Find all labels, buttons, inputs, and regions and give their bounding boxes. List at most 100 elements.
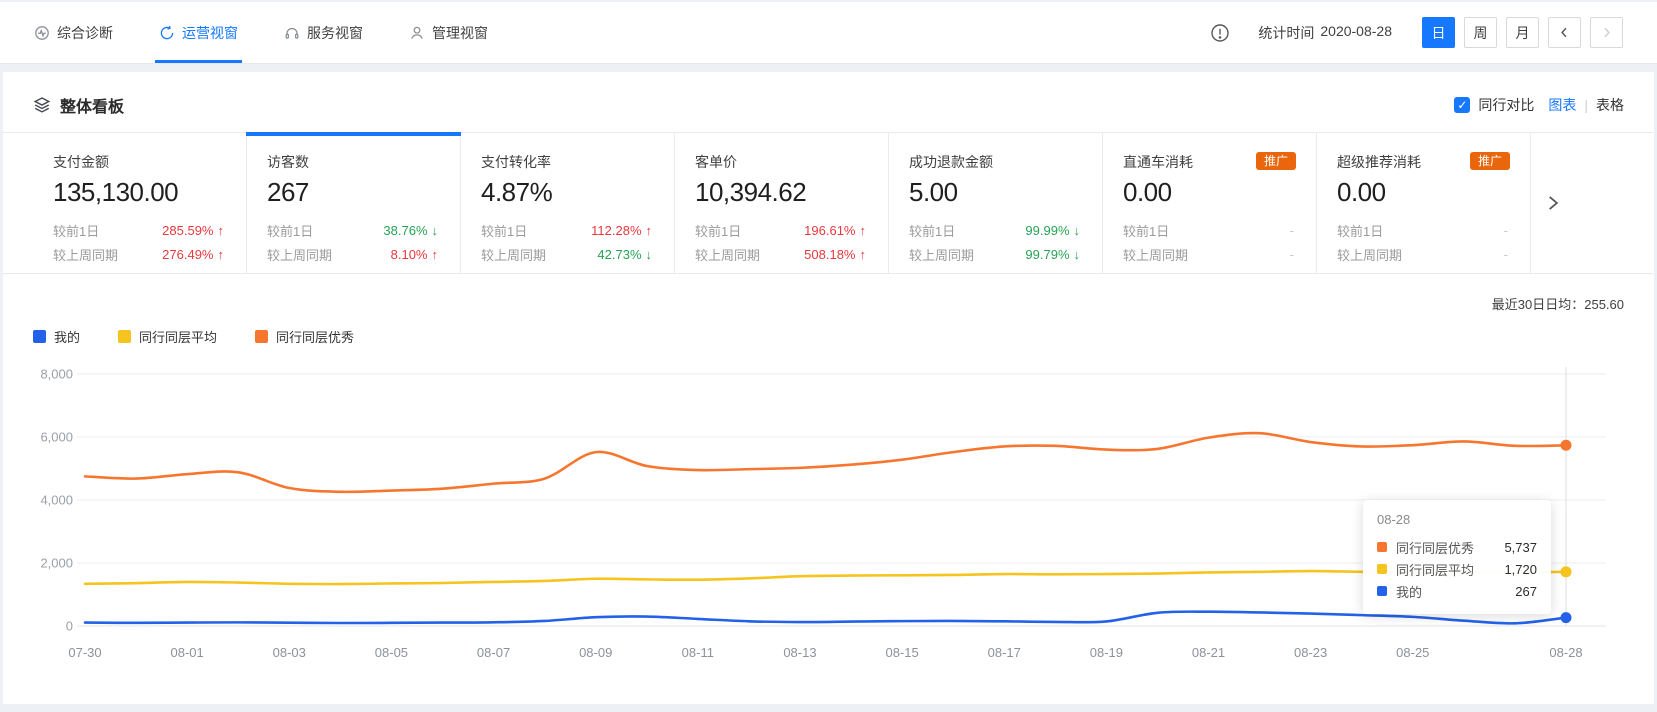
trend-chart-section: 最近30日日均：255.60 我的 同行同层平均 同行同层优秀 0 2,000 4,…: [3, 274, 1654, 667]
view-divider: |: [1584, 97, 1588, 113]
tooltip-series-name: 我的: [1396, 584, 1423, 600]
compare-label: 较前1日: [481, 224, 528, 239]
tab-service-window[interactable]: 服务视窗: [284, 2, 363, 63]
compare-row: 较上周同期 8.10% ↑: [267, 245, 440, 264]
card-value: 5.00: [909, 177, 958, 207]
legend-label: 同行同层优秀: [276, 329, 355, 345]
chart-legend: 我的 同行同层平均 同行同层优秀: [33, 327, 1624, 345]
tooltip-row: 我的 267: [1377, 580, 1537, 602]
svg-text:08-09: 08-09: [579, 645, 612, 660]
svg-text:08-03: 08-03: [273, 645, 306, 660]
tab-overall-diagnosis[interactable]: 综合诊断: [34, 2, 113, 63]
svg-text:2,000: 2,000: [40, 556, 73, 571]
trend-arrow-icon: ↑: [217, 247, 225, 262]
compare-value: 99.79% ↓: [1025, 247, 1081, 262]
board-title-group: 整体看板: [33, 93, 124, 117]
svg-text:8,000: 8,000: [40, 367, 73, 382]
peer-compare-checkbox[interactable]: ✓: [1454, 97, 1471, 113]
view-table-link[interactable]: 表格: [1596, 97, 1624, 113]
legend-label: 同行同层平均: [139, 329, 218, 345]
tooltip-row: 同行同层优秀 5,737: [1377, 536, 1537, 558]
compare-row: 较上周同期 276.49% ↑: [53, 245, 226, 264]
operations-icon: [160, 25, 174, 39]
view-chart-link[interactable]: 图表: [1548, 97, 1577, 113]
trend-arrow-icon: ↑: [217, 223, 225, 238]
compare-row: 较前1日 -: [1337, 221, 1510, 240]
legend-label: 我的: [54, 329, 81, 345]
period-week-button[interactable]: 周: [1464, 17, 1497, 48]
tab-label: 运营视窗: [182, 24, 238, 41]
tooltip-series-value: 1,720: [1504, 561, 1537, 577]
promotion-badge[interactable]: 推广: [1255, 152, 1296, 170]
metric-card-ztc-spend[interactable]: 直通车消耗 推广 0.00 较前1日 - 较上周同期 -: [1103, 133, 1317, 273]
card-title: 访客数: [267, 154, 309, 170]
legend-swatch: [255, 329, 269, 343]
compare-value: 508.18% ↑: [804, 247, 866, 262]
legend-item-peer-average[interactable]: 同行同层平均: [118, 327, 217, 346]
card-value: 0.00: [1123, 177, 1172, 207]
next-period-button[interactable]: [1590, 17, 1623, 48]
compare-row: 较上周同期 -: [1337, 245, 1510, 264]
metric-cards-row: 支付金额 135,130.00 较前1日 285.59% ↑ 较上周同期 276.…: [3, 132, 1654, 274]
peer-compare-label[interactable]: 同行对比: [1478, 97, 1535, 113]
svg-text:08-13: 08-13: [783, 645, 816, 660]
compare-label: 较上周同期: [909, 248, 975, 263]
svg-text:08-28: 08-28: [1549, 645, 1582, 660]
compare-value: 42.73% ↓: [597, 247, 653, 262]
legend-item-mine[interactable]: 我的: [33, 327, 80, 346]
legend-item-peer-excellent[interactable]: 同行同层优秀: [255, 327, 354, 346]
promotion-badge[interactable]: 推广: [1469, 152, 1510, 170]
metric-card-avg-order-value[interactable]: 客单价 10,394.62 较前1日 196.61% ↑ 较上周同期 508.18…: [675, 133, 889, 273]
info-icon[interactable]: [1210, 23, 1230, 43]
period-month-button[interactable]: 月: [1506, 17, 1539, 48]
period-day-button[interactable]: 日: [1422, 17, 1455, 48]
compare-value: 8.10% ↑: [390, 247, 438, 262]
metric-card-super-recommend-spend[interactable]: 超级推荐消耗 推广 0.00 较前1日 - 较上周同期 -: [1317, 133, 1531, 273]
card-title: 客单价: [695, 154, 737, 170]
compare-label: 较上周同期: [1123, 248, 1189, 263]
tooltip-row: 同行同层平均 1,720: [1377, 558, 1537, 580]
average-label: 最近30日日均：: [1491, 297, 1585, 312]
compare-value: -: [1289, 247, 1294, 262]
trend-arrow-icon: ↓: [1073, 247, 1081, 262]
prev-period-button[interactable]: [1548, 17, 1581, 48]
cards-scroll-next-button[interactable]: [1531, 133, 1654, 273]
tooltip-swatch: [1377, 586, 1387, 596]
metric-card-refund-amount[interactable]: 成功退款金额 5.00 较前1日 99.99% ↓ 较上周同期 99.79% ↓: [889, 133, 1103, 273]
diagnosis-icon: [35, 25, 49, 40]
metric-card-payment-amount[interactable]: 支付金额 135,130.00 较前1日 285.59% ↑ 较上周同期 276.…: [33, 133, 247, 273]
period-switcher: 日 周 月: [1422, 17, 1623, 48]
compare-label: 较前1日: [909, 224, 956, 239]
topbar-right-controls: 统计时间 2020-08-28 日 周 月: [1210, 17, 1623, 48]
trend-line-chart[interactable]: 0 2,000 4,000 6,000 8,000 07-30 08-01 08-03 08-0…: [33, 355, 1624, 667]
trend-arrow-icon: ↓: [1073, 223, 1081, 238]
compare-value: -: [1503, 247, 1508, 262]
svg-text:08-01: 08-01: [171, 645, 204, 660]
tab-operations-window[interactable]: 运营视窗: [155, 2, 242, 63]
tooltip-series-value: 5,737: [1504, 539, 1537, 555]
compare-value: 285.59% ↑: [162, 223, 225, 238]
compare-row: 较前1日 196.61% ↑: [695, 221, 868, 240]
trend-arrow-icon: ↓: [645, 247, 653, 262]
metric-card-visitors[interactable]: 访客数 267 较前1日 38.76% ↓ 较上周同期 8.10% ↑: [246, 132, 461, 273]
svg-text:08-15: 08-15: [885, 645, 918, 660]
trend-arrow-icon: ↑: [859, 223, 867, 238]
compare-label: 较上周同期: [1337, 248, 1403, 263]
svg-text:08-07: 08-07: [477, 645, 510, 660]
tab-management-window[interactable]: 管理视窗: [409, 2, 488, 63]
statistics-time: 统计时间 2020-08-28: [1258, 23, 1392, 43]
compare-value: 276.49% ↑: [162, 247, 225, 262]
metric-card-conversion-rate[interactable]: 支付转化率 4.87% 较前1日 112.28% ↑ 较上周同期 42.73% ↓: [461, 133, 675, 273]
statistics-time-label: 统计时间: [1258, 24, 1315, 41]
tab-label: 服务视窗: [307, 24, 363, 41]
main-tabs: 综合诊断 运营视窗 服务视窗 管理视窗: [34, 2, 488, 63]
board-header: 整体看板 ✓ 同行对比 图表 | 表格: [3, 72, 1654, 132]
management-icon: [411, 26, 423, 39]
tooltip-series-value: 267: [1515, 583, 1537, 599]
compare-label: 较前1日: [53, 224, 100, 239]
svg-text:07-30: 07-30: [68, 645, 101, 660]
compare-row: 较前1日 38.76% ↓: [267, 221, 440, 240]
card-title: 成功退款金额: [909, 154, 993, 170]
legend-swatch: [33, 329, 46, 343]
compare-label: 较前1日: [1123, 224, 1170, 239]
